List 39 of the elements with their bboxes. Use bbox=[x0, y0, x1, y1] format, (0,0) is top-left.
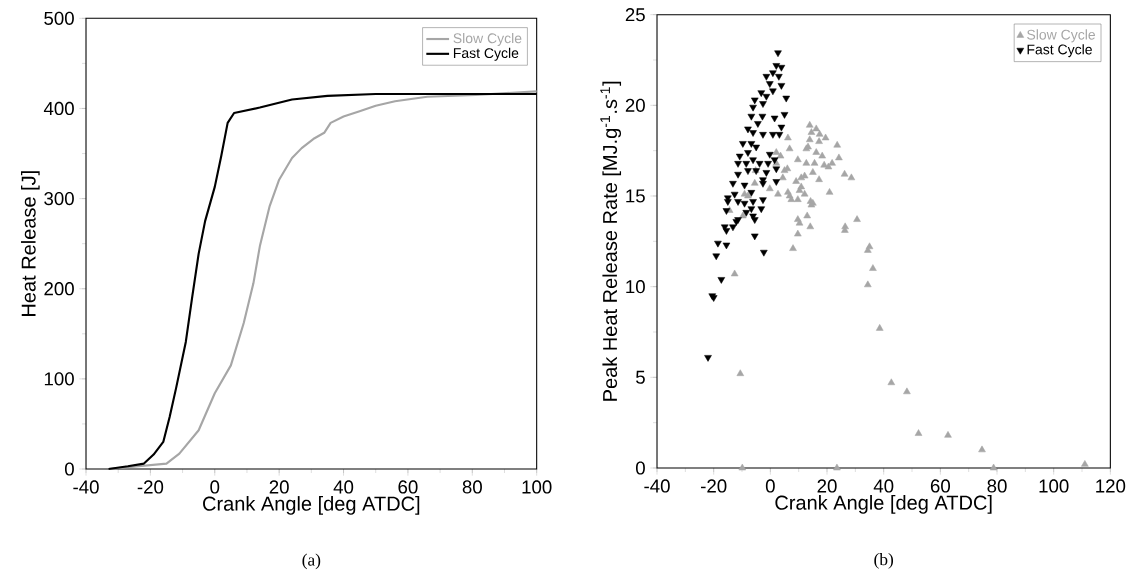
x-tick-label: 0 bbox=[765, 479, 775, 493]
x-tick-label: 60 bbox=[398, 480, 418, 494]
x-tick-label: 120 bbox=[1096, 479, 1126, 493]
legend-label: Fast Cycle bbox=[1027, 44, 1092, 58]
y-axis-title: Heat Release [J] bbox=[21, 171, 40, 316]
y-tick-label: 500 bbox=[44, 11, 74, 25]
x-tick-label: -20 bbox=[137, 480, 164, 494]
x-tick-label: 20 bbox=[817, 479, 837, 493]
x-tick-label: 100 bbox=[1039, 479, 1069, 493]
x-tick-label: -20 bbox=[701, 479, 727, 493]
x-tick-label: 40 bbox=[333, 480, 354, 494]
y-tick-label: 300 bbox=[44, 191, 74, 206]
y-tick-label: 200 bbox=[44, 282, 74, 296]
text: (a) bbox=[302, 553, 321, 570]
x-tick-label: -40 bbox=[644, 479, 670, 493]
x-tick-label: 40 bbox=[873, 479, 894, 493]
legend-label: Slow Cycle bbox=[1027, 29, 1096, 43]
x-tick-label: -40 bbox=[73, 480, 99, 494]
x-tick-label: 80 bbox=[987, 479, 1007, 493]
y-tick-label: 25 bbox=[625, 8, 645, 22]
y-tick-label: 10 bbox=[626, 280, 645, 294]
x-tick-label: 80 bbox=[462, 480, 482, 494]
x-tick-label: 20 bbox=[269, 480, 289, 494]
legend-label: Fast Cycle bbox=[453, 47, 519, 61]
legend-label: Slow Cycle bbox=[453, 32, 522, 46]
y-axis-title: Peak Heat Release Rate [MJ.g$^{-1}$.s$^{-1}$] bbox=[600, 81, 622, 401]
y-tick-label: 0 bbox=[64, 462, 74, 476]
y-tick-label: 5 bbox=[636, 370, 645, 384]
y-tick-label: 15 bbox=[626, 189, 645, 203]
x-tick-label: 100 bbox=[522, 480, 552, 494]
y-tick-label: 20 bbox=[625, 98, 645, 112]
x-axis-title: Crank Angle [deg ATDC] bbox=[203, 496, 420, 515]
x-tick-label: 60 bbox=[930, 479, 951, 493]
x-axis-title: Crank Angle [deg ATDC] bbox=[775, 495, 992, 514]
y-tick-label: 400 bbox=[43, 101, 74, 116]
x-tick-label: 0 bbox=[210, 480, 220, 494]
y-tick-label: 100 bbox=[44, 372, 74, 386]
y-tick-label: 0 bbox=[635, 461, 645, 475]
text: (b) bbox=[874, 553, 894, 569]
